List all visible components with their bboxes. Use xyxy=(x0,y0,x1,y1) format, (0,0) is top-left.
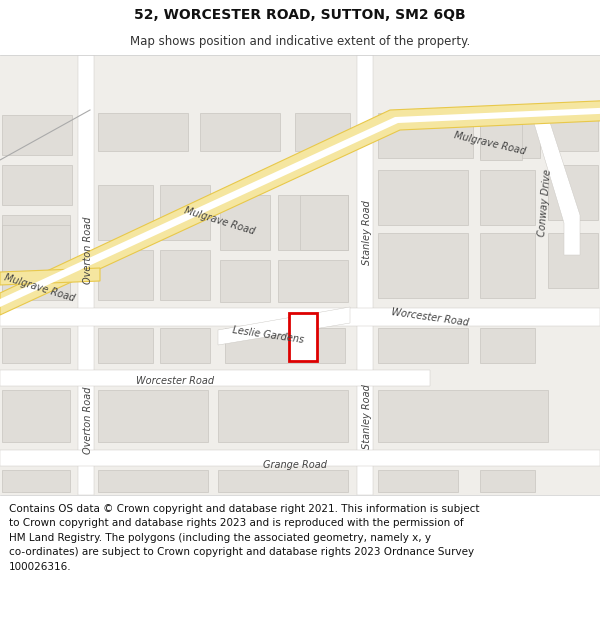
Bar xyxy=(98,185,153,240)
Bar xyxy=(378,328,468,363)
Bar xyxy=(2,390,70,442)
Bar xyxy=(378,233,468,298)
Bar xyxy=(98,328,153,363)
Text: Mulgrave Road: Mulgrave Road xyxy=(453,130,527,156)
Bar xyxy=(200,113,280,151)
Bar xyxy=(98,390,208,442)
Polygon shape xyxy=(0,100,600,315)
Bar xyxy=(2,165,72,205)
Bar xyxy=(480,113,540,158)
Text: Mulgrave Road: Mulgrave Road xyxy=(184,206,257,236)
Bar xyxy=(480,120,522,160)
Bar xyxy=(0,308,600,326)
Bar xyxy=(300,195,348,250)
Bar xyxy=(480,233,535,298)
Text: Worcester Road: Worcester Road xyxy=(391,307,469,328)
Bar xyxy=(548,113,598,151)
Bar xyxy=(2,115,72,155)
Bar xyxy=(480,328,535,363)
Text: Grange Road: Grange Road xyxy=(263,460,327,470)
Bar xyxy=(160,250,210,300)
Bar xyxy=(480,470,535,492)
Bar xyxy=(378,170,468,225)
Bar xyxy=(2,470,70,492)
Polygon shape xyxy=(0,268,100,285)
Text: Overton Road: Overton Road xyxy=(83,216,93,284)
Bar xyxy=(480,170,535,225)
Bar xyxy=(2,328,70,363)
Bar xyxy=(295,113,350,151)
Bar xyxy=(218,470,348,492)
Bar xyxy=(278,195,348,250)
Text: Contains OS data © Crown copyright and database right 2021. This information is : Contains OS data © Crown copyright and d… xyxy=(9,504,479,572)
Bar xyxy=(98,470,208,492)
Text: Mulgrave Road: Mulgrave Road xyxy=(4,272,77,304)
Bar xyxy=(378,470,458,492)
Bar xyxy=(98,113,188,151)
Text: Stanley Road: Stanley Road xyxy=(362,201,372,266)
Text: Worcester Road: Worcester Road xyxy=(136,376,214,386)
Bar xyxy=(218,390,348,442)
Bar xyxy=(378,113,473,158)
Polygon shape xyxy=(218,307,350,345)
Bar xyxy=(357,55,373,495)
Polygon shape xyxy=(530,110,580,255)
Bar xyxy=(548,165,598,220)
Bar xyxy=(378,390,548,442)
Bar xyxy=(2,215,70,295)
Text: 52, WORCESTER ROAD, SUTTON, SM2 6QB: 52, WORCESTER ROAD, SUTTON, SM2 6QB xyxy=(134,8,466,22)
Bar xyxy=(160,185,210,240)
Bar xyxy=(160,328,210,363)
Text: Map shows position and indicative extent of the property.: Map shows position and indicative extent… xyxy=(130,35,470,48)
Text: Stanley Road: Stanley Road xyxy=(362,384,372,449)
Text: Leslie Gardens: Leslie Gardens xyxy=(232,325,304,345)
Bar xyxy=(98,250,153,300)
Bar xyxy=(0,370,430,386)
Bar xyxy=(548,233,598,288)
Bar xyxy=(2,225,70,300)
Text: Conway Drive: Conway Drive xyxy=(537,169,553,237)
Bar xyxy=(278,260,348,302)
Bar xyxy=(220,260,270,302)
Bar xyxy=(225,328,345,363)
Bar xyxy=(0,450,600,466)
Text: Overton Road: Overton Road xyxy=(83,386,93,454)
Bar xyxy=(289,313,317,361)
Bar xyxy=(220,195,270,250)
Bar xyxy=(78,55,94,495)
Polygon shape xyxy=(0,107,600,307)
